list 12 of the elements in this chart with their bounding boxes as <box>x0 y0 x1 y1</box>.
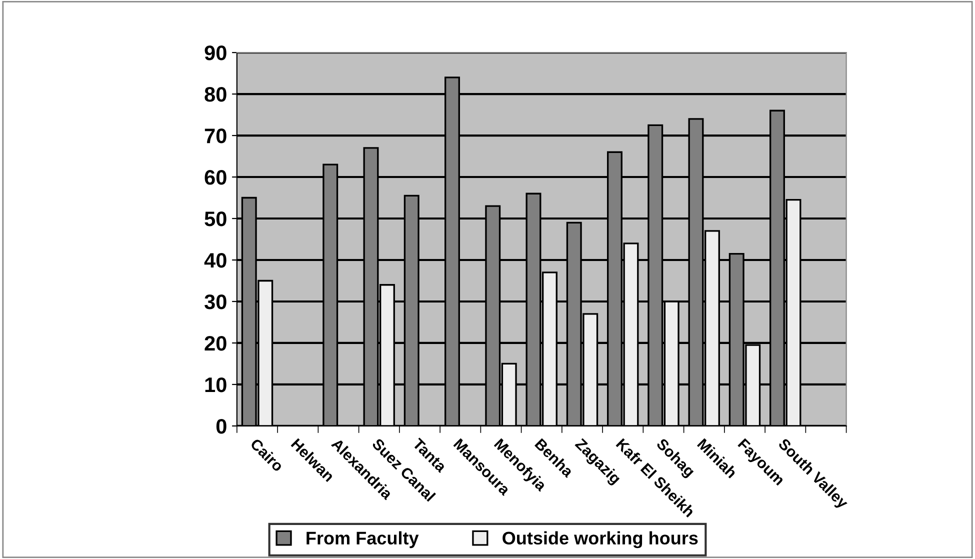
y-tick-label: 40 <box>204 253 226 268</box>
y-tick-label: 90 <box>204 46 226 60</box>
y-tick-label: 80 <box>204 87 226 102</box>
y-tick-label: 30 <box>204 294 226 310</box>
legend-label: From Faculty <box>306 531 419 548</box>
legend-label: Outside working hours <box>502 531 698 548</box>
y-tick-label: 10 <box>205 377 226 392</box>
y-tick-label: 50 <box>204 212 226 226</box>
y-tick-label: 0 <box>216 418 226 434</box>
y-tick-label: 20 <box>204 336 226 351</box>
y-tick-label: 70 <box>204 128 226 144</box>
y-tick-label: 60 <box>204 170 226 185</box>
